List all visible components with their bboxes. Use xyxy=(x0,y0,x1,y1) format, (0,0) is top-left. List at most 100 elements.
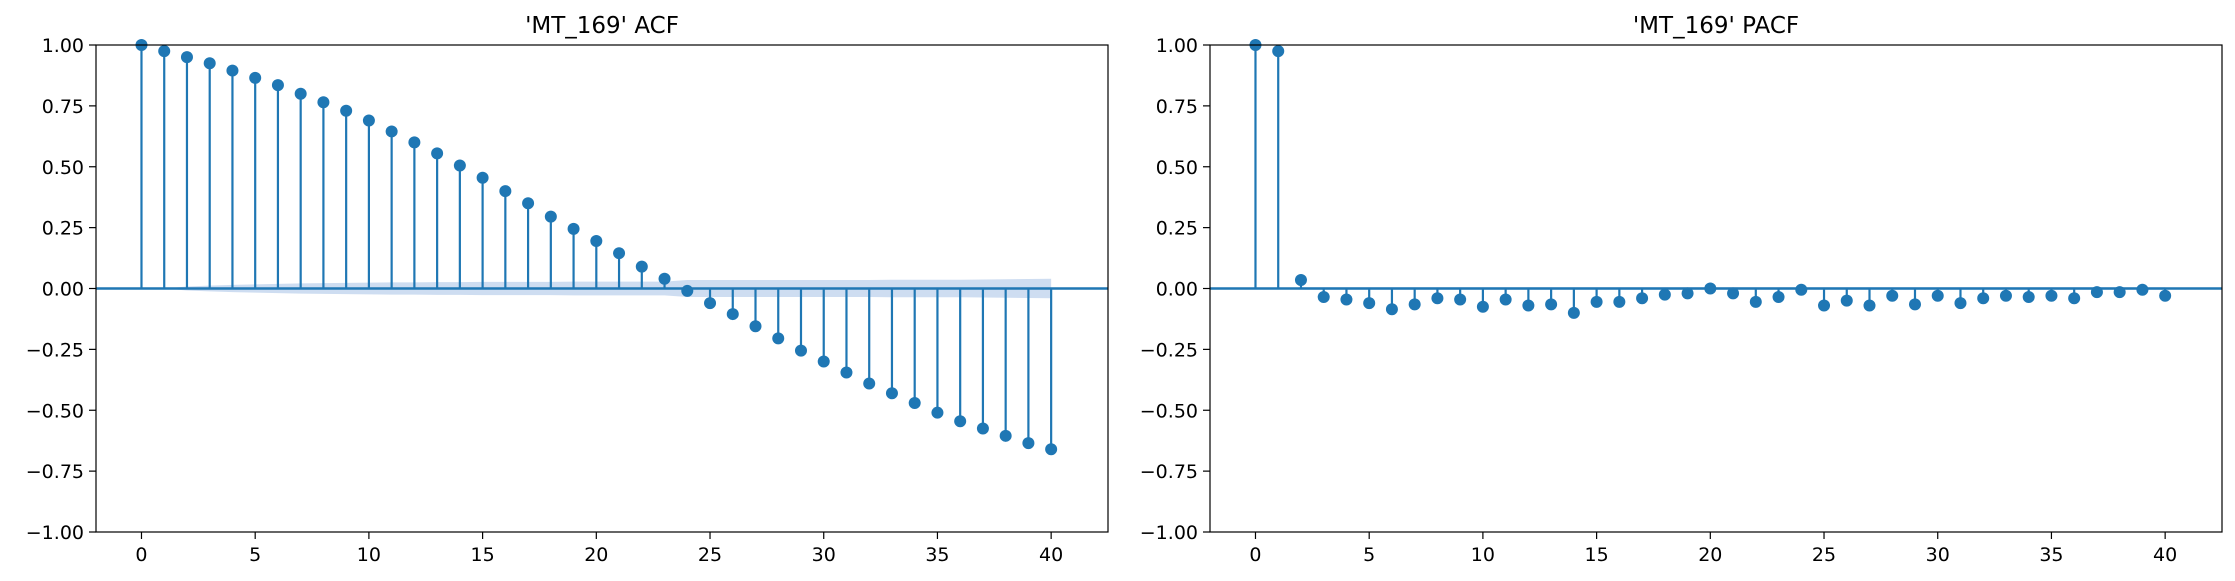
data-point xyxy=(1658,288,1671,301)
data-point xyxy=(2022,291,2035,304)
data-point xyxy=(1408,298,1421,311)
data-point xyxy=(863,377,876,390)
data-point xyxy=(1886,289,1899,302)
data-point xyxy=(1045,443,1058,456)
data-point xyxy=(1977,292,1990,305)
data-point xyxy=(1749,295,1762,308)
data-point xyxy=(885,387,898,400)
y-tick-label: −0.75 xyxy=(26,461,84,483)
x-tick-label: 30 xyxy=(812,544,836,566)
data-point xyxy=(749,320,762,333)
data-point xyxy=(2136,283,2149,296)
data-point xyxy=(1431,292,1444,305)
data-point xyxy=(1022,437,1035,450)
data-point xyxy=(1863,299,1876,312)
x-tick-label: 25 xyxy=(1812,544,1836,566)
data-point xyxy=(1772,291,1785,304)
data-point xyxy=(1931,289,1944,302)
data-point xyxy=(1636,292,1649,305)
x-tick-label: 35 xyxy=(925,544,949,566)
data-point xyxy=(772,332,785,345)
y-tick-label: −1.00 xyxy=(1140,522,1198,544)
data-point xyxy=(203,57,216,70)
y-tick-label: −0.50 xyxy=(1140,400,1198,422)
data-point xyxy=(1613,295,1626,308)
data-point xyxy=(635,260,648,273)
y-tick-label: 0.00 xyxy=(42,279,84,301)
y-tick-label: −1.00 xyxy=(26,522,84,544)
data-point xyxy=(1385,303,1398,316)
x-tick-label: 35 xyxy=(2039,544,2063,566)
data-point xyxy=(1818,299,1831,312)
pacf-panel: 'MT_169' PACF 0 5 10 15 20 25 30 35 40 −1.00 −0.75 −… xyxy=(1140,13,2223,566)
data-point xyxy=(999,429,1012,442)
y-tick-label: 0.75 xyxy=(1156,96,1198,118)
data-point xyxy=(1294,273,1307,286)
y-tick-label: 0.50 xyxy=(1156,157,1198,179)
data-point xyxy=(567,222,580,235)
x-tick-label: 15 xyxy=(1585,544,1609,566)
data-point xyxy=(249,71,262,84)
chart-title: 'MT_169' PACF xyxy=(1633,13,1799,39)
data-point xyxy=(1476,300,1489,313)
x-tick-label: 30 xyxy=(1926,544,1950,566)
data-point xyxy=(385,125,398,138)
data-point xyxy=(180,51,193,64)
data-point xyxy=(453,159,466,172)
y-tick-label: −0.25 xyxy=(1140,339,1198,361)
data-point xyxy=(1272,45,1285,58)
y-tick-label: 1.00 xyxy=(42,35,84,57)
x-tick-label: 10 xyxy=(1471,544,1495,566)
y-tick-label: −0.50 xyxy=(26,400,84,422)
x-tick-label: 25 xyxy=(698,544,722,566)
data-point xyxy=(476,171,489,184)
data-point xyxy=(2068,292,2081,305)
data-point xyxy=(408,136,421,149)
data-point xyxy=(1567,306,1580,319)
data-point xyxy=(1840,294,1853,307)
x-tick-label: 20 xyxy=(1698,544,1722,566)
data-point xyxy=(1499,293,1512,306)
x-tick-label: 20 xyxy=(584,544,608,566)
data-point xyxy=(2159,289,2172,302)
data-point xyxy=(1727,287,1740,300)
data-point xyxy=(544,210,557,223)
x-tick-label: 0 xyxy=(135,544,147,566)
data-point xyxy=(954,415,967,428)
data-point xyxy=(1954,297,1967,310)
y-tick-label: 1.00 xyxy=(1156,35,1198,57)
data-point xyxy=(522,197,535,210)
y-tick-label: 0.00 xyxy=(1156,279,1198,301)
data-point xyxy=(158,45,171,58)
data-point xyxy=(658,272,671,285)
data-point xyxy=(2045,289,2058,302)
data-point xyxy=(1908,298,1921,311)
data-point xyxy=(1704,282,1717,295)
data-point xyxy=(1317,291,1330,304)
y-tick-label: 0.50 xyxy=(42,157,84,179)
x-tick-label: 0 xyxy=(1249,544,1261,566)
x-tick-label: 15 xyxy=(471,544,495,566)
data-point xyxy=(2113,286,2126,299)
data-point xyxy=(499,185,512,198)
data-point xyxy=(362,114,375,127)
data-point xyxy=(840,366,853,379)
data-point xyxy=(613,247,626,260)
data-point xyxy=(976,422,989,435)
data-point xyxy=(294,87,307,100)
y-tick-label: 0.25 xyxy=(42,218,84,240)
data-point xyxy=(931,406,944,419)
y-tick-label: −0.75 xyxy=(1140,461,1198,483)
x-tick-label: 10 xyxy=(357,544,381,566)
data-point xyxy=(1681,287,1694,300)
data-point xyxy=(431,147,444,160)
x-tick-label: 40 xyxy=(1039,544,1063,566)
y-tick-label: 0.25 xyxy=(1156,218,1198,240)
data-point xyxy=(1522,299,1535,312)
data-point xyxy=(1590,295,1603,308)
data-point xyxy=(2090,286,2103,299)
acf-panel: 'MT_169' ACF 0 5 10 15 20 25 30 35 40 −1.00 −0.75 −0… xyxy=(26,13,1109,566)
data-point xyxy=(704,297,717,310)
data-point xyxy=(794,344,807,357)
data-point xyxy=(340,104,353,117)
